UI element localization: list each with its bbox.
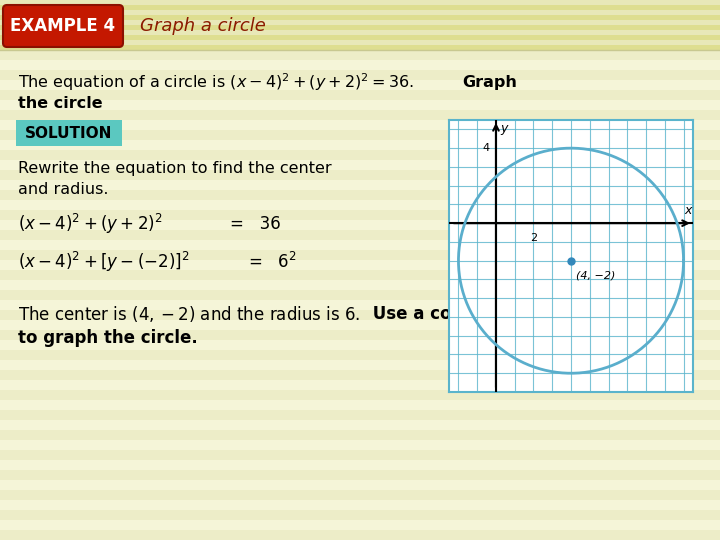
Bar <box>0 20 720 30</box>
Bar <box>0 10 720 15</box>
Bar <box>0 50 720 60</box>
Bar <box>0 45 720 50</box>
Bar <box>0 390 720 400</box>
Bar <box>0 130 720 140</box>
Bar <box>0 530 720 540</box>
Bar <box>0 60 720 70</box>
Bar <box>0 310 720 320</box>
Text: 4: 4 <box>482 143 490 153</box>
Bar <box>0 280 720 290</box>
Text: $(x - 4)^2 + [y - (-2)]^2$: $(x - 4)^2 + [y - (-2)]^2$ <box>18 250 189 274</box>
Text: The center is $(4, -2)$ and the radius is $6.$: The center is $(4, -2)$ and the radius i… <box>18 304 360 324</box>
Bar <box>0 350 720 360</box>
Bar <box>0 170 720 180</box>
Text: the circle: the circle <box>18 97 103 111</box>
Bar <box>0 510 720 520</box>
Bar <box>0 370 720 380</box>
Bar <box>0 430 720 440</box>
Bar <box>0 520 720 530</box>
Bar <box>0 40 720 50</box>
Bar <box>0 420 720 430</box>
Text: (4, −2): (4, −2) <box>576 270 615 280</box>
Bar <box>0 410 720 420</box>
Text: x: x <box>685 204 692 217</box>
Bar <box>0 90 720 100</box>
Bar <box>0 140 720 150</box>
Bar <box>0 190 720 200</box>
Text: $(x - 4)^2 + (y +2)^2$: $(x - 4)^2 + (y +2)^2$ <box>18 212 163 236</box>
Bar <box>0 120 720 130</box>
Text: y: y <box>500 122 508 135</box>
Bar <box>0 0 720 10</box>
Bar <box>0 260 720 270</box>
Bar <box>0 460 720 470</box>
Bar <box>0 230 720 240</box>
Bar <box>0 100 720 110</box>
Bar <box>0 220 720 230</box>
Bar <box>0 450 720 460</box>
Text: to graph the circle.: to graph the circle. <box>18 329 198 347</box>
Bar <box>0 400 720 410</box>
Bar <box>0 300 720 310</box>
Bar <box>0 340 720 350</box>
Bar <box>0 330 720 340</box>
Text: and radius.: and radius. <box>18 181 109 197</box>
Text: 2: 2 <box>530 233 537 242</box>
Bar <box>0 25 720 30</box>
Text: The equation of a circle is $(x - 4)^2 + (y + 2)^2 = 36.\,$: The equation of a circle is $(x - 4)^2 +… <box>18 71 414 93</box>
Bar <box>0 15 720 20</box>
Bar <box>0 110 720 120</box>
Text: Graph a circle: Graph a circle <box>140 17 266 35</box>
Bar <box>0 380 720 390</box>
Bar <box>0 470 720 480</box>
FancyBboxPatch shape <box>16 120 122 146</box>
Bar <box>0 150 720 160</box>
Bar <box>0 440 720 450</box>
Text: Rewrite the equation to find the center: Rewrite the equation to find the center <box>18 161 332 177</box>
Bar <box>0 500 720 510</box>
Bar <box>0 40 720 45</box>
Bar <box>0 200 720 210</box>
Bar <box>0 180 720 190</box>
FancyBboxPatch shape <box>3 5 123 47</box>
Bar <box>0 210 720 220</box>
Bar <box>0 360 720 370</box>
Bar <box>0 70 720 80</box>
Bar <box>0 290 720 300</box>
Bar <box>0 80 720 90</box>
Bar <box>0 0 720 5</box>
Text: SOLUTION: SOLUTION <box>25 125 113 140</box>
Text: EXAMPLE 4: EXAMPLE 4 <box>10 17 116 35</box>
Text: =   $6^2$: = $6^2$ <box>248 252 297 272</box>
Text: =   36: = 36 <box>230 215 281 233</box>
Bar <box>0 270 720 280</box>
Text: Graph: Graph <box>462 75 517 90</box>
Bar <box>0 30 720 40</box>
Bar <box>0 250 720 260</box>
Bar <box>0 0 720 50</box>
Bar <box>0 480 720 490</box>
Bar <box>0 320 720 330</box>
Bar <box>0 30 720 35</box>
Bar <box>0 490 720 500</box>
Text: Use a compass: Use a compass <box>367 305 512 323</box>
Bar <box>0 160 720 170</box>
Bar <box>0 5 720 10</box>
Bar <box>0 10 720 20</box>
Bar <box>0 35 720 40</box>
Bar <box>0 20 720 25</box>
Bar <box>0 240 720 250</box>
